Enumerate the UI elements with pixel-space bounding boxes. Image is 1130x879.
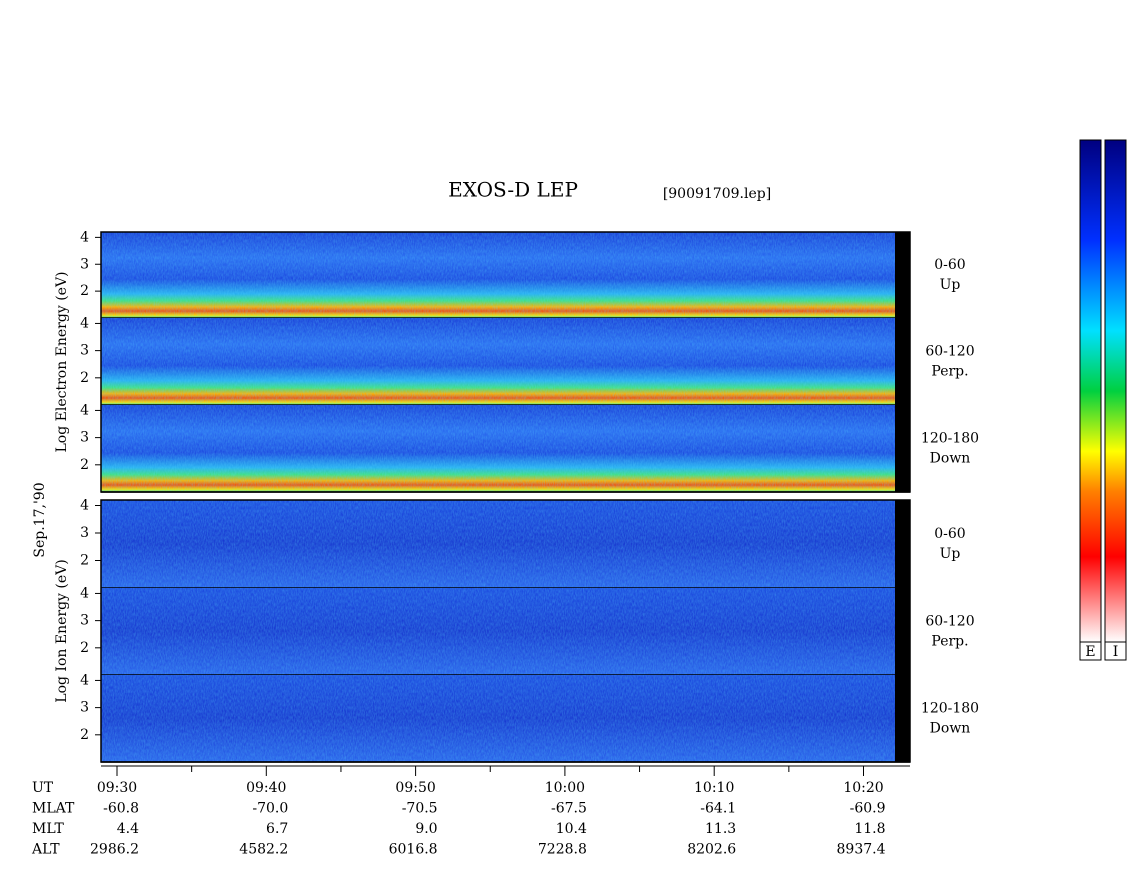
- ephemeris-name: ALT: [31, 842, 60, 858]
- pitch-direction: Down: [930, 721, 971, 737]
- ephemeris-value: -67.5: [551, 801, 587, 817]
- data-gap: [895, 318, 910, 405]
- ephemeris-value: 10:10: [694, 780, 734, 796]
- ephemeris-value: 11.8: [854, 821, 885, 837]
- y-tick-label: 3: [80, 430, 89, 446]
- y-tick-label: 2: [80, 640, 89, 656]
- y-tick-label: 2: [80, 727, 89, 743]
- pitch-angle: 0-60: [934, 257, 965, 273]
- pitch-direction: Perp.: [931, 364, 968, 380]
- y-tick-label: 3: [80, 700, 89, 716]
- pitch-direction: Up: [940, 277, 961, 293]
- ephemeris-value: 6016.8: [389, 842, 438, 858]
- color-bar-label: I: [1113, 644, 1119, 660]
- y-tick-label: 3: [80, 343, 89, 359]
- title: EXOS-D LEP: [448, 178, 578, 202]
- date: Sep.17,'90: [32, 482, 48, 557]
- ephemeris-value: 4582.2: [239, 842, 288, 858]
- data-gap: [895, 405, 910, 492]
- ephemeris-name: UT: [32, 780, 54, 796]
- pitch-direction: Perp.: [931, 634, 968, 650]
- y-tick-label: 3: [80, 256, 89, 272]
- spectrogram-noise: [101, 675, 895, 762]
- y-tick-label: 4: [80, 672, 89, 688]
- y-tick-label: 2: [80, 370, 89, 386]
- ephemeris-value: -70.5: [402, 801, 438, 817]
- y-tick-label: 4: [80, 402, 89, 418]
- pitch-angle: 0-60: [934, 526, 965, 542]
- ephemeris-value: 09:50: [395, 780, 435, 796]
- ephemeris-value: 6.7: [266, 821, 288, 837]
- file-name: [90091709.lep]: [663, 186, 771, 202]
- spectrogram-noise: [101, 405, 895, 492]
- y-tick-label: 3: [80, 613, 89, 629]
- data-gap: [895, 675, 910, 762]
- color-bar: [1104, 139, 1127, 643]
- ephemeris-value: 4.4: [117, 821, 139, 837]
- y-tick-label: 3: [80, 525, 89, 541]
- y-tick-label: 4: [80, 315, 89, 331]
- y-tick-label: 2: [80, 283, 89, 299]
- spectrogram-noise: [101, 318, 895, 405]
- ephemeris-name: MLT: [32, 821, 64, 837]
- spectrogram-noise: [101, 588, 895, 675]
- ephemeris-value: 09:30: [97, 780, 137, 796]
- y-axis-label: Log Ion Energy (eV): [54, 559, 70, 702]
- group-frame: [100, 231, 911, 493]
- pitch-direction: Up: [940, 546, 961, 562]
- ephemeris-value: -60.9: [850, 801, 886, 817]
- spectrogram-noise: [101, 500, 895, 588]
- ephemeris-value: 8202.6: [687, 842, 736, 858]
- ephemeris-value: 7228.8: [538, 842, 587, 858]
- ephemeris-value: 10:20: [843, 780, 883, 796]
- group-frame: [100, 499, 911, 763]
- data-gap: [895, 232, 910, 318]
- ephemeris-value: 11.3: [705, 821, 736, 837]
- data-gap: [895, 588, 910, 675]
- y-tick-label: 4: [80, 498, 89, 514]
- y-tick-label: 2: [80, 457, 89, 473]
- ephemeris-value: 09:40: [246, 780, 286, 796]
- pitch-direction: Down: [930, 451, 971, 467]
- ephemeris-value: -64.1: [700, 801, 736, 817]
- color-bar-box: [1104, 641, 1127, 661]
- spectrogram-noise: [101, 232, 895, 318]
- ephemeris-value: 10.4: [556, 821, 587, 837]
- ephemeris-name: MLAT: [32, 801, 75, 817]
- y-tick-label: 4: [80, 229, 89, 245]
- ephemeris-value: -70.0: [252, 801, 288, 817]
- ephemeris-value: 2986.2: [90, 842, 139, 858]
- ephemeris-value: 8937.4: [837, 842, 886, 858]
- color-bar: [1079, 139, 1102, 643]
- pitch-angle: 60-120: [925, 614, 974, 630]
- y-axis-label: Log Electron Energy (eV): [54, 271, 70, 452]
- ephemeris-value: -60.8: [103, 801, 139, 817]
- pitch-angle: 120-180: [921, 701, 979, 717]
- data-gap: [895, 500, 910, 588]
- y-tick-label: 4: [80, 585, 89, 601]
- color-bar-box: [1079, 641, 1102, 661]
- pitch-angle: 120-180: [921, 431, 979, 447]
- ephemeris-value: 10:00: [545, 780, 585, 796]
- color-bar-label: E: [1085, 644, 1095, 660]
- ephemeris-value: 9.0: [415, 821, 437, 837]
- pitch-angle: 60-120: [925, 344, 974, 360]
- y-tick-label: 2: [80, 553, 89, 569]
